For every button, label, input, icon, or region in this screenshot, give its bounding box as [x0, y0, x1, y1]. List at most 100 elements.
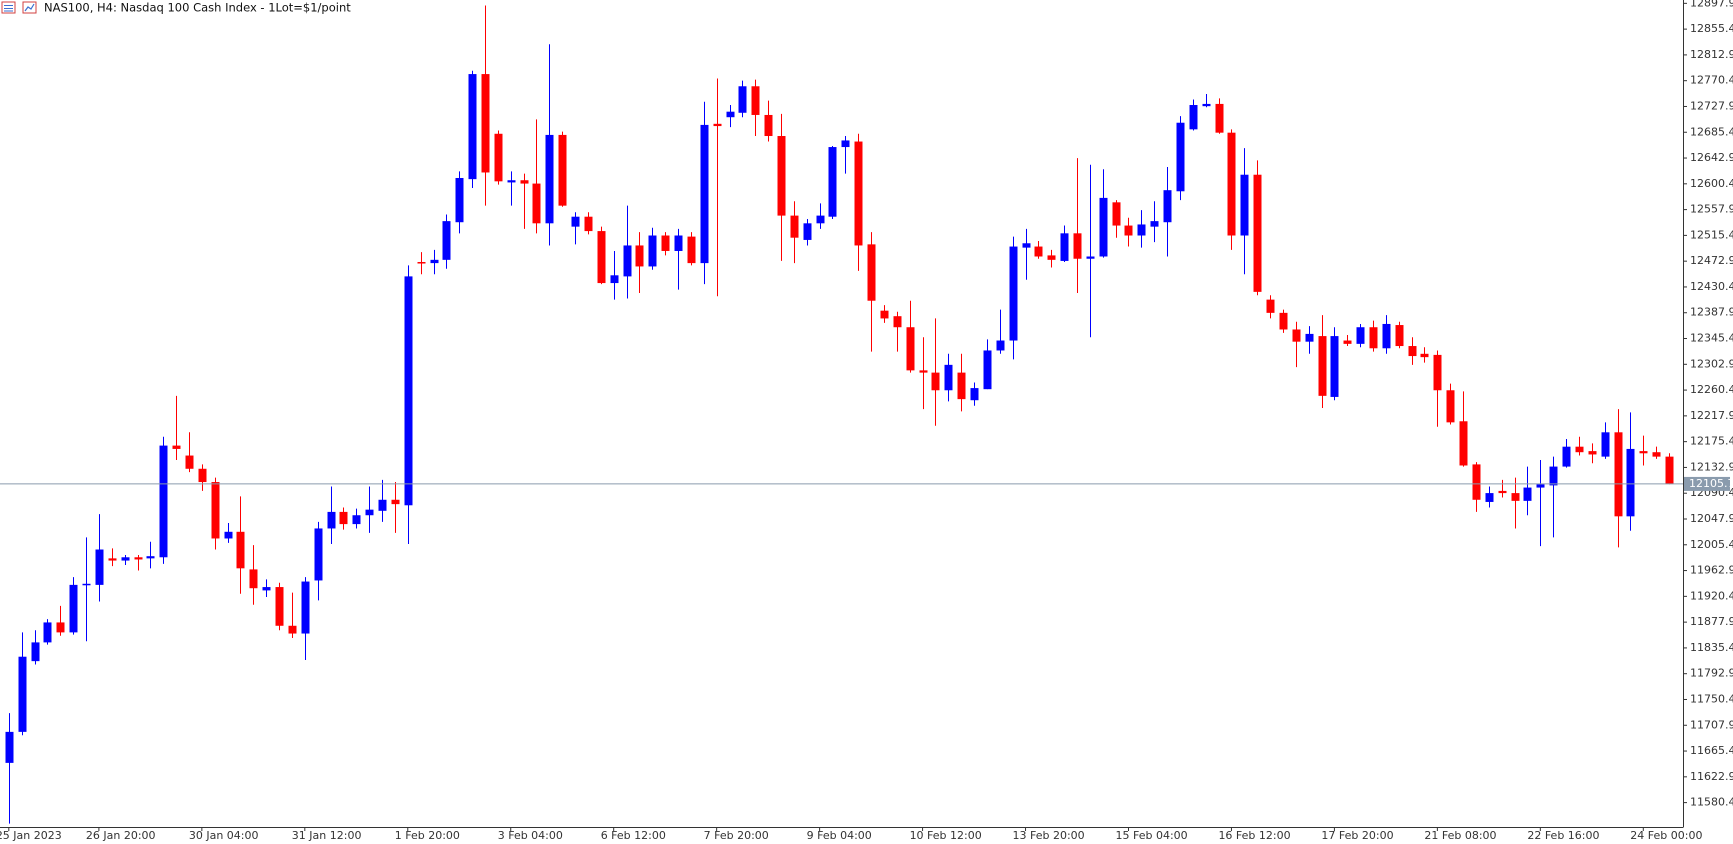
candle-body: [983, 350, 992, 390]
candle-body: [159, 445, 168, 558]
candle-body: [1034, 246, 1043, 257]
candle-body: [1536, 484, 1545, 488]
y-tick-label: 12345.4: [1690, 332, 1733, 345]
y-tick-label: 12770.4: [1690, 74, 1733, 87]
candle-body: [545, 134, 554, 224]
candle-body: [1446, 390, 1455, 423]
candle-body: [1433, 354, 1442, 391]
candle-body: [1395, 325, 1404, 347]
candle-body: [339, 511, 348, 525]
candle-body: [1176, 122, 1185, 192]
candle-body: [121, 557, 130, 561]
y-tick-label: 11835.4: [1690, 641, 1733, 654]
candle-body: [1073, 233, 1082, 259]
candle-body: [1459, 421, 1468, 466]
y-tick-label: 11707.9: [1690, 718, 1733, 731]
candle-body: [1382, 323, 1391, 349]
candle-body: [430, 259, 439, 264]
y-tick-label: 11750.4: [1690, 692, 1733, 705]
y-tick-label: 11622.9: [1690, 770, 1733, 783]
x-tick-label: 30 Jan 04:00: [189, 829, 259, 842]
candle-body: [1215, 103, 1224, 133]
candle-body: [198, 468, 207, 483]
last-price-label: 12105.7: [1689, 477, 1733, 490]
candle-body: [69, 584, 78, 633]
candle-body: [442, 221, 451, 260]
x-tick-label: 31 Jan 12:00: [292, 829, 362, 842]
x-tick-label: 16 Feb 12:00: [1218, 829, 1290, 842]
y-tick-label: 12430.4: [1690, 280, 1733, 293]
candle-body: [1420, 353, 1429, 358]
y-tick-label: 11920.4: [1690, 589, 1733, 602]
candle-body: [1523, 487, 1532, 501]
candle-body: [867, 244, 876, 301]
candle-body: [172, 445, 181, 449]
candle-body: [1498, 490, 1507, 494]
x-tick-label: 25 Jan 2023: [0, 829, 62, 842]
candle-body: [816, 215, 825, 224]
x-tick-label: 26 Jan 20:00: [86, 829, 156, 842]
candle-body: [1343, 340, 1352, 344]
candle-body: [134, 557, 143, 560]
candle-body: [1047, 255, 1056, 260]
candle-body: [957, 372, 966, 400]
x-tick-label: 6 Feb 12:00: [601, 829, 666, 842]
candle-body: [1150, 221, 1159, 227]
candle-body: [777, 136, 786, 216]
candle-body: [1408, 346, 1417, 357]
x-tick-label: 10 Feb 12:00: [910, 829, 982, 842]
candle-body: [1588, 451, 1597, 455]
candle-body: [1639, 451, 1648, 454]
candle-body: [854, 141, 863, 246]
candle-body: [1549, 466, 1558, 486]
candle-body: [1356, 327, 1365, 344]
y-tick-label: 12685.4: [1690, 125, 1733, 138]
candle-body: [327, 511, 336, 529]
candle-body: [1279, 312, 1288, 330]
x-tick-label: 22 Feb 16:00: [1527, 829, 1599, 842]
candle-body: [1060, 233, 1069, 261]
candle-body: [1266, 299, 1275, 313]
candle-body: [224, 531, 233, 539]
candle-body: [674, 235, 683, 251]
candle-body: [790, 215, 799, 238]
y-tick-label: 12302.9: [1690, 357, 1733, 370]
candle-body: [1330, 336, 1339, 397]
candle-body: [1485, 493, 1494, 502]
candle-body: [571, 216, 580, 227]
candle-body: [700, 124, 709, 264]
candle-body: [1086, 256, 1095, 259]
candle-body: [764, 114, 773, 137]
y-tick-label: 12642.9: [1690, 151, 1733, 164]
candle-body: [365, 509, 374, 516]
candle-body: [970, 388, 979, 401]
candle-body: [18, 656, 27, 732]
x-tick-label: 15 Feb 04:00: [1115, 829, 1187, 842]
candle-body: [584, 216, 593, 232]
candle-body: [404, 276, 413, 506]
candle-body: [352, 515, 361, 525]
candle-body: [661, 235, 670, 251]
candle-body: [1292, 329, 1301, 342]
candle-body: [262, 587, 271, 591]
candle-body: [906, 327, 915, 371]
candle-body: [468, 74, 477, 180]
candle-body: [738, 86, 747, 113]
candle-body: [520, 180, 529, 184]
candle-body: [597, 231, 606, 284]
candle-body: [43, 622, 52, 643]
candle-body: [1189, 105, 1198, 130]
candle-body: [828, 147, 837, 217]
candle-body: [417, 262, 426, 264]
candle-body: [687, 236, 696, 264]
x-tick-label: 9 Feb 04:00: [807, 829, 872, 842]
candle-body: [1137, 224, 1146, 236]
candle-body: [82, 583, 91, 586]
candle-body: [841, 140, 850, 148]
candle-body: [893, 316, 902, 328]
candle-body: [1163, 190, 1172, 223]
candle-body: [996, 340, 1005, 351]
candle-body: [532, 183, 541, 224]
y-tick-label: 11665.4: [1690, 744, 1733, 757]
y-tick-label: 12897.9: [1690, 0, 1733, 9]
